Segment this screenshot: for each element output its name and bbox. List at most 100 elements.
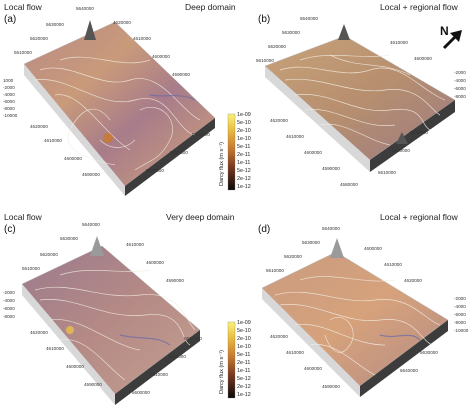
tick: -6000 (3, 306, 15, 311)
tick: 4620000 (30, 124, 48, 129)
tick: 1000 (3, 78, 14, 83)
tick: 4600000 (304, 366, 322, 371)
tick: 5640000 (322, 226, 340, 231)
tick: -4000 (3, 298, 15, 303)
tick: -4000 (454, 78, 466, 83)
tick: 4610000 (126, 242, 144, 247)
colorbar-tick: 5e-10 (237, 328, 251, 334)
tick: 4620000 (30, 330, 48, 335)
tick: 5630000 (184, 336, 202, 341)
tick: -4000 (3, 92, 15, 97)
panel-a-flow-label: Local flow (4, 2, 42, 12)
tick: -8000 (3, 106, 15, 111)
tick: 5630000 (420, 350, 438, 355)
colorbar-title: Darcy flux (m s⁻¹) (219, 350, 225, 394)
tick: 5640000 (192, 132, 210, 137)
tick: 5640000 (82, 222, 100, 227)
tick: 4590000 (82, 172, 100, 177)
tick: 5630000 (60, 236, 78, 241)
tick: 4600000 (64, 156, 82, 161)
colorbar-tick: 5e-11 (237, 352, 251, 358)
panel-a-map (23, 20, 216, 196)
tick: 4590000 (84, 382, 102, 387)
panel-b-flow-label: Local + regional flow (380, 2, 458, 12)
tick: 5640000 (76, 6, 94, 11)
tick: 4600000 (414, 56, 432, 61)
colorbar-tick: 5e-12 (237, 168, 251, 174)
colorbar-tick: 2e-11 (237, 152, 251, 158)
colorbar-bottom (227, 321, 236, 399)
colorbar-tick: 1e-09 (237, 112, 251, 118)
colorbar-tick: 2e-11 (237, 360, 251, 366)
tick: 4590000 (172, 72, 190, 77)
tick: 5620000 (392, 148, 410, 153)
tick: 5610000 (22, 266, 40, 271)
tick: 5630000 (46, 22, 64, 27)
tick: 5640000 (400, 368, 418, 373)
tick: 5610000 (150, 372, 168, 377)
tick: -8000 (454, 94, 466, 99)
north-arrow-icon (442, 30, 462, 50)
tick: 5640000 (300, 16, 318, 21)
tick: 4610000 (286, 350, 304, 355)
tick: 4600000 (66, 364, 84, 369)
tick: 4620000 (270, 334, 288, 339)
tick: -6000 (3, 99, 15, 104)
tick: 5610000 (14, 50, 32, 55)
tick: 4610000 (133, 36, 151, 41)
tick: -10000 (3, 113, 18, 118)
tick: -6000 (454, 312, 466, 317)
tick: 4610000 (44, 138, 62, 143)
panel-d-letter: (d) (258, 224, 271, 235)
tick: 4610000 (390, 40, 408, 45)
tick: 4600000 (304, 150, 322, 155)
tick: 5620000 (284, 254, 302, 259)
panel-c-letter: (c) (4, 224, 16, 235)
tick: -2000 (454, 296, 466, 301)
tick: 4590000 (166, 278, 184, 283)
panel-a-domain-label: Deep domain (185, 2, 236, 12)
tick: 4620000 (113, 20, 131, 25)
tick: 5600000 (132, 390, 150, 395)
tick: -8000 (3, 314, 15, 319)
tick: 5620000 (40, 252, 58, 257)
tick: 5630000 (170, 150, 188, 155)
colorbar-tick: 2e-10 (237, 336, 251, 342)
colorbar-tick: 5e-12 (237, 376, 251, 382)
panel-b-letter: (b) (258, 14, 271, 25)
colorbar-tick: 5e-10 (237, 120, 251, 126)
tick: 4620000 (270, 118, 288, 123)
tick: -6000 (454, 86, 466, 91)
tick: 4600000 (152, 54, 170, 59)
colorbar-tick: 5e-11 (237, 144, 251, 150)
panel-c-map (21, 236, 201, 405)
tick: -2000 (3, 290, 15, 295)
tick: 4610000 (286, 134, 304, 139)
tick: 5630000 (410, 130, 428, 135)
colorbar-title: Darcy flux (m s⁻¹) (219, 142, 225, 186)
panel-d-map (261, 238, 449, 397)
tick: 5610000 (266, 268, 284, 273)
tick: 5630000 (282, 30, 300, 35)
tick: 4620000 (404, 278, 422, 283)
panel-a-letter: (a) (4, 14, 17, 25)
tick: 5620000 (268, 44, 286, 49)
panel-b-map (264, 24, 456, 172)
colorbar-tick: 1e-09 (237, 320, 251, 326)
tick: 4590000 (322, 384, 340, 389)
tick: 5620000 (30, 36, 48, 41)
panel-d-flow-label: Local + regional flow (380, 212, 458, 222)
colorbar-tick: 1e-12 (237, 392, 251, 398)
tick: 4600000 (364, 246, 382, 251)
tick: 5630000 (302, 240, 320, 245)
colorbar-tick: 1e-10 (237, 136, 251, 142)
colorbar-tick: 2e-10 (237, 128, 251, 134)
colorbar-tick: 2e-12 (237, 384, 251, 390)
tick: -2000 (3, 85, 15, 90)
tick: -2000 (454, 70, 466, 75)
colorbar-tick: 1e-10 (237, 344, 251, 350)
colorbar-tick: 1e-12 (237, 184, 251, 190)
colorbar-tick: 1e-11 (237, 160, 251, 166)
tick: -10000 (454, 328, 469, 333)
